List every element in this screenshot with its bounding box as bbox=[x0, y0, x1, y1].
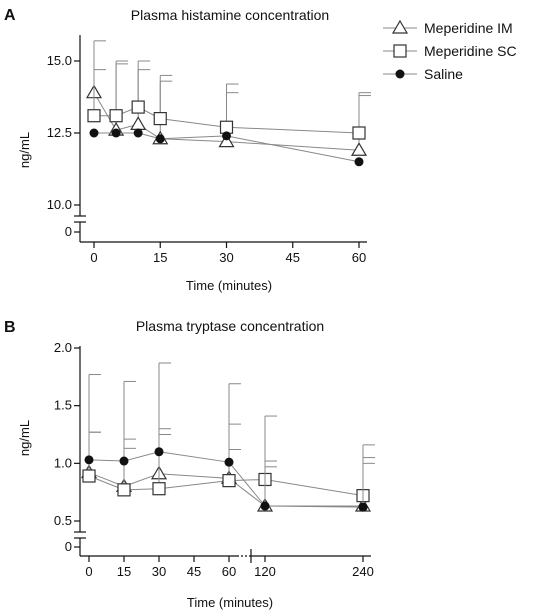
tryptase-saline-point bbox=[84, 455, 94, 465]
legend: Meperidine IM Meperidine SC Saline bbox=[383, 19, 517, 82]
histamine-x-tick-label: 60 bbox=[352, 250, 366, 265]
tryptase-saline-point bbox=[358, 502, 368, 512]
panel-b-letter: B bbox=[4, 319, 16, 336]
tryptase-y-tick-label: 2.0 bbox=[54, 340, 72, 355]
tryptase-saline-point bbox=[260, 501, 270, 511]
histamine-meperidine-sc-point bbox=[131, 100, 145, 114]
histamine-saline-point bbox=[133, 128, 143, 138]
tryptase-x-tick-label: 120 bbox=[254, 564, 276, 579]
histamine-y-tick-label: 15.0 bbox=[47, 53, 72, 68]
histamine-y-tick-label: 0 bbox=[65, 224, 72, 239]
tryptase-saline-point bbox=[119, 456, 129, 466]
legend-label-meperidine-sc: Meperidine SC bbox=[424, 43, 517, 59]
histamine-x-axis-label: Time (minutes) bbox=[186, 278, 272, 293]
legend-entry-meperidine-sc: Meperidine SC bbox=[383, 43, 517, 59]
histamine-saline-point bbox=[222, 131, 231, 141]
histamine-chart-title: Plasma histamine concentration bbox=[131, 7, 329, 23]
circle-marker-icon bbox=[395, 69, 405, 79]
legend-label-meperidine-im: Meperidine IM bbox=[424, 20, 513, 36]
tryptase-meperidine-sc-point bbox=[222, 474, 236, 488]
tryptase-meperidine-sc-point bbox=[152, 482, 166, 496]
tryptase-chart-title: Plasma tryptase concentration bbox=[136, 318, 324, 334]
tryptase-y-tick-label: 0.5 bbox=[54, 513, 72, 528]
histamine-x-tick-label: 30 bbox=[219, 250, 233, 265]
histamine-saline-point bbox=[354, 157, 364, 167]
histamine-x-tick-label: 15 bbox=[153, 250, 167, 265]
tryptase-saline-line bbox=[88, 451, 364, 508]
tryptase-x-axis-label: Time (minutes) bbox=[187, 595, 273, 610]
tryptase-x-tick-label: 15 bbox=[117, 564, 131, 579]
panel-a-letter: A bbox=[4, 7, 16, 24]
tryptase-plot-area: 0.5 1.0 1.5 2.0 00 15 30 45 60 120 240 bbox=[54, 340, 375, 579]
histamine-meperidine-im-line bbox=[93, 92, 360, 151]
tryptase-y-tick-label: 1.0 bbox=[54, 455, 72, 470]
histamine-meperidine-im-point bbox=[218, 133, 235, 148]
tryptase-y-tick-label: 1.5 bbox=[54, 398, 72, 413]
histamine-meperidine-sc-point bbox=[87, 109, 101, 123]
histamine-x-tick-label: 0 bbox=[90, 250, 97, 265]
histamine-saline-point bbox=[89, 128, 99, 138]
histamine-x-tick-label: 45 bbox=[286, 250, 300, 265]
tryptase-x-tick-label: 0 bbox=[85, 564, 92, 579]
histamine-saline-point bbox=[111, 128, 121, 138]
legend-entry-meperidine-im: Meperidine IM bbox=[383, 19, 513, 36]
legend-entry-saline: Saline bbox=[383, 66, 463, 82]
tryptase-saline-point bbox=[154, 447, 164, 457]
histamine-saline-point bbox=[155, 134, 165, 144]
histamine-y-axis-label: ng/mL bbox=[17, 132, 32, 168]
histamine-plot-area: 10.0 12.5 15.0 0 0 15 30 45 60 bbox=[47, 35, 371, 265]
histamine-meperidine-sc-point bbox=[109, 109, 123, 123]
tryptase-x-tick-label: 30 bbox=[152, 564, 166, 579]
tryptase-x-tick-label: 60 bbox=[222, 564, 236, 579]
tryptase-x-tick-label: 240 bbox=[352, 564, 374, 579]
tryptase-saline-point bbox=[224, 457, 234, 467]
histamine-y-tick-label: 12.5 bbox=[47, 125, 72, 140]
legend-label-saline: Saline bbox=[424, 66, 463, 82]
square-marker-icon bbox=[393, 44, 407, 58]
histamine-meperidine-im-point bbox=[130, 116, 147, 130]
histamine-meperidine-sc-point bbox=[352, 126, 366, 140]
tryptase-meperidine-sc-point bbox=[117, 483, 131, 497]
histamine-y-tick-label: 10.0 bbox=[47, 197, 72, 212]
histamine-meperidine-im-point bbox=[350, 142, 368, 156]
histamine-meperidine-sc-point bbox=[153, 111, 167, 126]
triangle-marker-icon bbox=[391, 19, 409, 34]
tryptase-x-tick-label: 45 bbox=[187, 564, 201, 579]
tryptase-meperidine-sc-point bbox=[82, 469, 96, 483]
tryptase-y-axis-label: ng/mL bbox=[17, 420, 32, 456]
tryptase-y-tick-label: 0 bbox=[65, 539, 72, 554]
